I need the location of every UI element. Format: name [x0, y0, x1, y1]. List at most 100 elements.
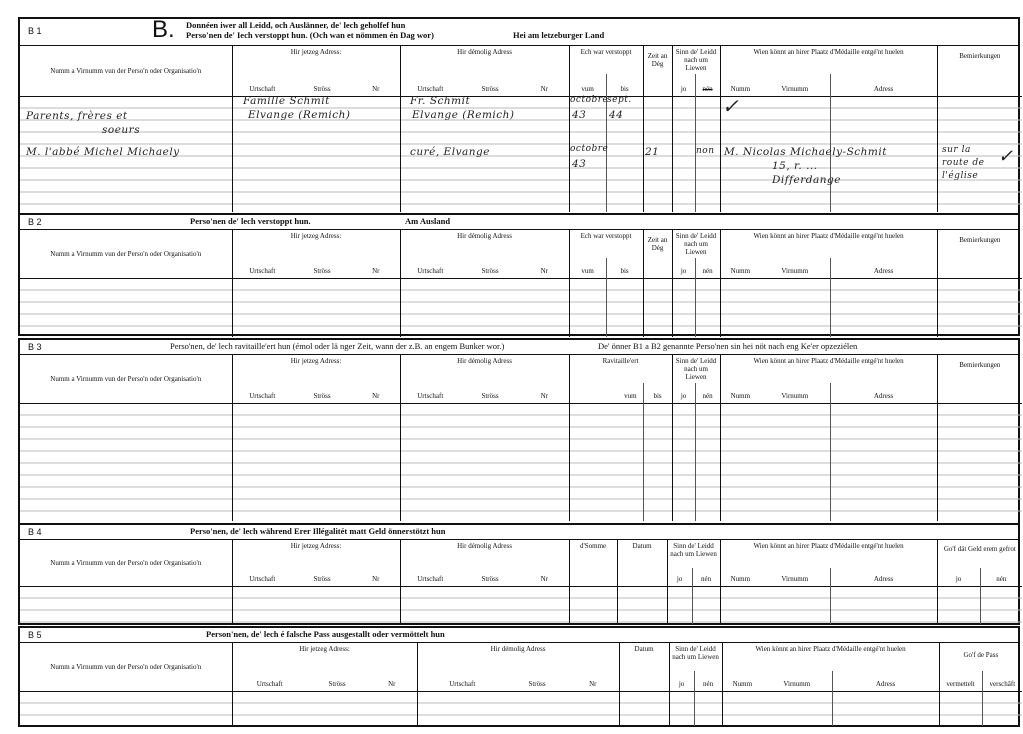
col-nr: Nr [540, 391, 548, 400]
section-code: B 3 [28, 342, 42, 352]
entry-1-from-2: 43 [572, 109, 587, 121]
col-urtschaft: Urtschaft [231, 74, 292, 96]
col-risk: Sinn de' Leidd nach um Liewen [671, 230, 721, 258]
col-urtschaft: Urtschaft [231, 258, 292, 278]
section-b5: B 5 Person'nen, de' lech é falsche Pass … [18, 626, 1023, 727]
col-former-address: Hir démolig Adress [399, 230, 570, 258]
col-stross: Ströss [313, 84, 331, 93]
col-stross: Ströss [313, 574, 331, 583]
section-title-text: Person'nen, de' lech é falsche Pass ausg… [206, 629, 445, 639]
col-date: Datum [616, 540, 668, 586]
col-adress: Adress [829, 568, 938, 586]
col-virnumm: Virnumm [781, 84, 809, 93]
col-no: nén [694, 74, 721, 96]
entry-1-name: Parents, frères et [26, 110, 128, 122]
section-b1: B 1 B. Donnéen iwer all Leidd, och Auslä… [18, 17, 1023, 215]
col-nr: Nr [372, 574, 380, 583]
col-former-address: Hir démolig Adress [399, 540, 570, 568]
section-title: B 2 Perso'nen de' lech verstoppt hun. Am… [20, 215, 1018, 230]
section-code: B 5 [28, 630, 42, 640]
entry-2-from-2: 43 [572, 158, 587, 170]
col-virnumm: Virnumm [781, 574, 809, 583]
section-title-text: Perso'nen de' lech verstoppt hun. [190, 216, 311, 226]
section-title: B 3 Perso'nen, de' lech ravitaille'ert h… [20, 340, 1018, 355]
col-stross: Ströss [328, 679, 346, 688]
col-nr: Nr [589, 679, 597, 688]
col-stross: Ströss [481, 266, 499, 275]
col-money-returned: Go'f dät Geld erem gefrot [936, 540, 1023, 568]
section-code: B 2 [28, 217, 42, 227]
entry-2-remarks-2: route de [942, 158, 985, 168]
col-provided: verschâft [981, 671, 1023, 691]
col-adress: Adress [831, 671, 940, 691]
col-date: Datum [618, 643, 670, 691]
col-numm: Numm [719, 568, 761, 586]
b1-table: Numm a Virnumm vun der Perso'n oder Orga… [20, 46, 1023, 212]
col-stross: Ströss [313, 266, 331, 275]
col-nr: Nr [540, 574, 548, 583]
col-name: Numm a Virnumm vun der Perso'n oder Orga… [50, 249, 202, 258]
checkmark-icon: ✓ [998, 146, 1014, 167]
b5-table: Numm a Virnumm vun der Perso'n oder Orga… [20, 643, 1023, 726]
entry-2-medal-street: 15, r. ... [772, 160, 818, 172]
col-numm: Numm [719, 383, 761, 403]
col-name: Numm a Virnumm vun der Perso'n oder Orga… [50, 66, 202, 75]
col-medal: Wien könnt an hirer Plaatz d'Médaille en… [721, 643, 940, 671]
b2-table: Numm a Virnumm vun der Perso'n oder Orga… [20, 230, 1023, 337]
col-nr: Nr [372, 391, 380, 400]
col-adress: Adress [829, 383, 938, 403]
entry-1-former-address-2: Elvange (Remich) [412, 109, 515, 121]
col-money-no: nén [979, 568, 1023, 586]
entry-1-current-address-2: Elvange (Remich) [248, 109, 351, 121]
col-numm: Numm [719, 74, 761, 96]
col-medal: Wien könnt an hirer Plaatz d'Médaille en… [719, 46, 938, 74]
entry-2-medal-name: M. Nicolas Michaely-Schmit [724, 146, 887, 158]
col-from: vum [568, 74, 607, 96]
col-to: bis [642, 383, 673, 403]
col-nr: Nr [372, 266, 380, 275]
entry-1-to: sept. [607, 95, 632, 105]
col-former-address: Hir démolig Adress [399, 46, 570, 74]
title-line-2: Perso'nen de' Iech verstoppt hun. (Och w… [186, 30, 434, 40]
col-stross: Ströss [313, 391, 331, 400]
col-medal: Wien könnt an hirer Plaatz d'Médaille en… [719, 230, 938, 258]
entry-1-to-2: 44 [609, 109, 624, 121]
col-remarks: Bemierkungen [936, 355, 1023, 403]
section-code: B 1 [28, 26, 42, 36]
col-name: Numm a Virnumm vun der Perso'n oder Orga… [50, 558, 202, 567]
col-numm: Numm [719, 258, 761, 278]
entry-1-former-address: Fr. Schmit [410, 95, 471, 107]
col-nr: Nr [388, 679, 396, 688]
b4-table: Numm a Virnumm vun der Perso'n oder Orga… [20, 540, 1023, 624]
col-urtschaft: Urtschaft [399, 74, 461, 96]
col-no: nén [691, 568, 721, 586]
col-arranged: vermettelt [938, 671, 983, 691]
col-adress: Adress [829, 258, 938, 278]
entry-2-former-address: curé, Elvange [410, 146, 490, 158]
col-no: nén [694, 383, 721, 403]
section-title: B 5 Person'nen, de' lech é falsche Pass … [20, 628, 1018, 643]
col-yes: jo [668, 671, 695, 691]
col-virnumm: Virnumm [781, 391, 809, 400]
col-yes: jo [671, 383, 696, 403]
entry-2-risk-no: non [696, 146, 715, 156]
col-supplied: Ravitaille'ert [568, 355, 673, 383]
col-no: nén [694, 258, 721, 278]
col-urtschaft: Urtschaft [399, 383, 461, 403]
col-yes: jo [666, 568, 693, 586]
col-urtschaft: Urtschaft [399, 568, 461, 586]
col-virnumm: Virnumm [781, 266, 809, 275]
col-remarks: Bemierkungen [936, 46, 1023, 96]
col-to: bis [605, 258, 644, 278]
col-from: vum [568, 258, 607, 278]
col-risk: Sinn de' Leidd nach um Liewen [671, 46, 721, 74]
section-code: B 4 [28, 527, 42, 537]
col-yes: jo [671, 258, 696, 278]
col-hidden: Ech war verstoppt [568, 230, 644, 258]
col-name: Numm a Virnumm vun der Perso'n oder Orga… [50, 662, 202, 671]
col-risk: Sinn de' Leidd nach um Liewen [668, 643, 723, 671]
col-current-address: Hir jetzeg Adress: [231, 540, 401, 568]
col-urtschaft: Urtschaft [399, 258, 461, 278]
col-current-address: Hir jetzeg Adress: [231, 46, 401, 74]
b3-table: Numm a Virnumm vun der Perso'n oder Orga… [20, 355, 1023, 521]
